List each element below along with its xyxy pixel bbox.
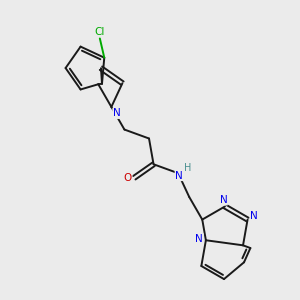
Text: N: N xyxy=(196,234,203,244)
Text: Cl: Cl xyxy=(94,27,105,37)
Text: N: N xyxy=(113,108,121,118)
Text: H: H xyxy=(184,163,191,173)
Text: N: N xyxy=(175,171,183,181)
Text: N: N xyxy=(220,195,227,205)
Text: O: O xyxy=(124,173,132,183)
Text: N: N xyxy=(250,211,258,221)
